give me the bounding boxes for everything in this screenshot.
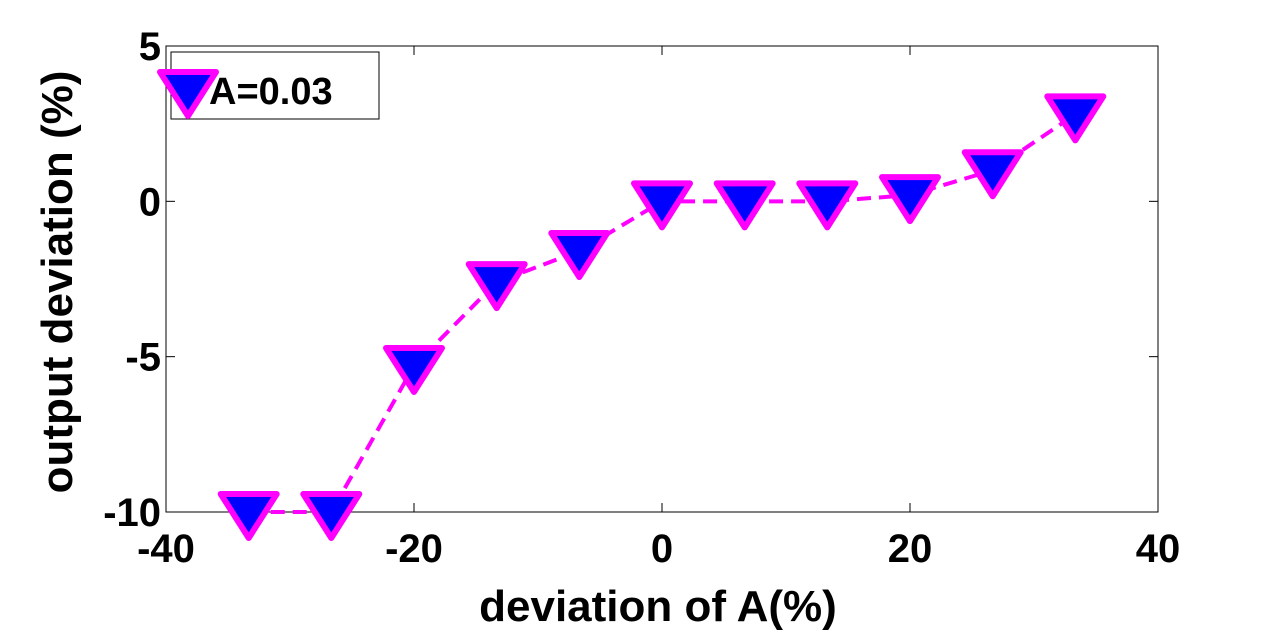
- legend-marker: [157, 69, 219, 119]
- x-tick-label: 20: [888, 527, 933, 571]
- data-point-marker: [300, 491, 363, 541]
- data-point-marker: [465, 261, 528, 312]
- data-point-marker: [631, 180, 693, 231]
- x-tick-label: 40: [1136, 527, 1181, 571]
- y-axis-label: output deviation (%): [33, 71, 82, 494]
- data-point-marker: [1044, 93, 1107, 144]
- data-point-marker: [713, 180, 776, 231]
- legend: A=0.03: [157, 51, 380, 120]
- x-axis-label: deviation of A(%): [479, 582, 837, 631]
- data-point-marker: [796, 180, 859, 231]
- data-point-marker: [383, 344, 445, 395]
- data-point-marker: [217, 491, 280, 541]
- legend-label: A=0.03: [209, 71, 333, 113]
- y-tick-label: 5: [139, 25, 161, 69]
- data-point-marker: [961, 149, 1024, 200]
- data-point-marker: [548, 230, 611, 281]
- x-tick-label: 0: [651, 527, 673, 571]
- x-tick-label: -40: [137, 527, 195, 571]
- y-tick-label: -5: [125, 336, 161, 380]
- plot-area: [165, 45, 1159, 513]
- y-tick-label: -10: [103, 491, 161, 535]
- data-point-marker: [879, 174, 941, 225]
- y-tick-label: 0: [139, 180, 161, 224]
- x-tick-label: -20: [385, 527, 443, 571]
